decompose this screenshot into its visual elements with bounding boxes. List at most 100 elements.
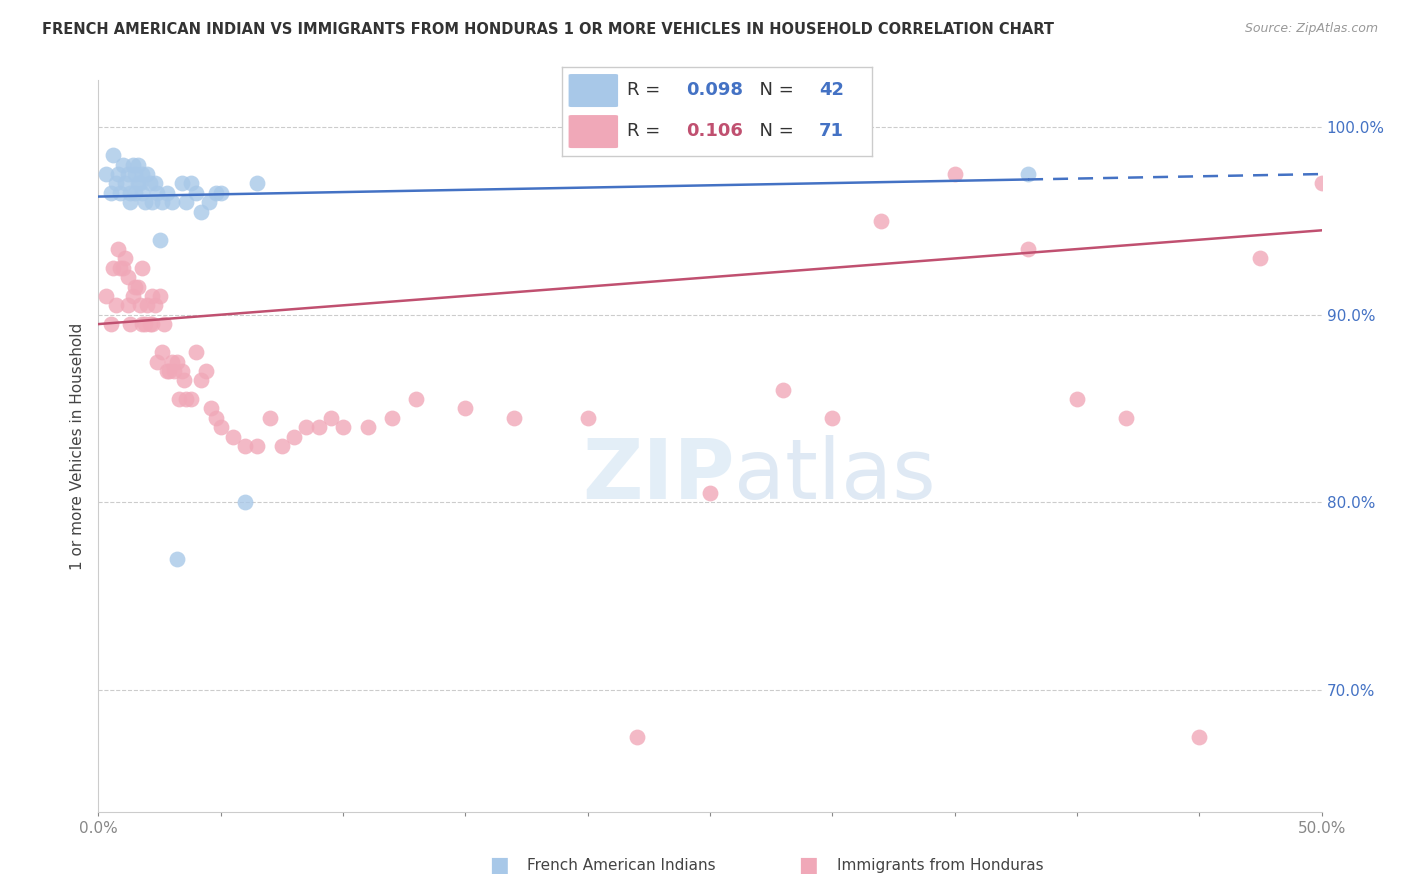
Point [200, 401, 222, 416]
Point [259, 410, 281, 425]
Point [163, 364, 186, 378]
Point [246, 439, 269, 453]
Point [454, 401, 477, 416]
FancyBboxPatch shape [568, 115, 619, 148]
Point [149, 233, 172, 247]
Point [150, 195, 173, 210]
Point [870, 214, 893, 228]
Point [131, 260, 153, 275]
Point [270, 439, 294, 453]
Point [943, 167, 966, 181]
Point [117, 270, 139, 285]
Point [136, 298, 159, 312]
Point [173, 373, 195, 387]
Point [124, 279, 146, 293]
Point [120, 186, 142, 200]
Point [101, 148, 124, 162]
Point [141, 195, 163, 210]
Point [156, 186, 179, 200]
Point [1310, 177, 1333, 191]
Point [233, 439, 256, 453]
Text: atlas: atlas [734, 434, 936, 516]
Point [146, 186, 169, 200]
Text: ■: ■ [799, 855, 818, 875]
Text: French American Indians: French American Indians [527, 858, 716, 872]
Point [131, 186, 153, 200]
Point [1249, 252, 1271, 266]
Point [772, 139, 794, 153]
Point [117, 298, 139, 312]
Text: FRENCH AMERICAN INDIAN VS IMMIGRANTS FROM HONDURAS 1 OR MORE VEHICLES IN HOUSEHO: FRENCH AMERICAN INDIAN VS IMMIGRANTS FRO… [42, 22, 1054, 37]
Point [94, 289, 117, 303]
Point [356, 420, 378, 434]
Point [127, 177, 149, 191]
Point [124, 186, 146, 200]
Y-axis label: 1 or more Vehicles in Household: 1 or more Vehicles in Household [70, 322, 86, 570]
Point [156, 364, 179, 378]
Point [160, 354, 183, 368]
Point [94, 167, 117, 181]
FancyBboxPatch shape [568, 74, 619, 107]
Point [117, 167, 139, 181]
Point [176, 195, 198, 210]
Point [120, 317, 142, 331]
Point [626, 730, 648, 744]
Point [166, 551, 188, 566]
Point [150, 345, 173, 359]
Point [143, 298, 166, 312]
Point [197, 195, 219, 210]
Point [160, 195, 183, 210]
Point [283, 429, 305, 443]
Point [146, 354, 169, 368]
Point [332, 420, 354, 434]
Point [1066, 392, 1088, 406]
Point [121, 158, 143, 172]
Point [167, 392, 190, 406]
Point [127, 158, 149, 172]
Point [295, 420, 318, 434]
Point [821, 410, 844, 425]
Point [190, 204, 212, 219]
Point [170, 177, 193, 191]
Point [107, 242, 129, 256]
Point [209, 420, 232, 434]
Point [121, 289, 143, 303]
Point [111, 260, 134, 275]
Text: 0.106: 0.106 [686, 122, 742, 140]
Point [180, 177, 202, 191]
Point [157, 364, 180, 378]
Point [205, 186, 228, 200]
Point [1017, 167, 1039, 181]
Point [205, 410, 228, 425]
Text: 0.098: 0.098 [686, 81, 744, 99]
Point [222, 429, 245, 443]
Text: Immigrants from Honduras: Immigrants from Honduras [837, 858, 1043, 872]
Point [134, 195, 156, 210]
Point [124, 167, 146, 181]
Point [153, 317, 176, 331]
Point [190, 373, 212, 387]
Point [576, 410, 599, 425]
Point [101, 260, 124, 275]
Point [139, 177, 162, 191]
Point [134, 317, 156, 331]
Point [114, 177, 136, 191]
Text: R =: R = [627, 122, 666, 140]
Point [120, 195, 142, 210]
Point [209, 186, 232, 200]
Point [772, 383, 794, 397]
Point [233, 495, 256, 509]
Point [149, 289, 172, 303]
Point [503, 410, 526, 425]
Point [699, 486, 721, 500]
Point [1115, 410, 1137, 425]
Point [319, 410, 342, 425]
Point [111, 158, 134, 172]
Point [176, 392, 198, 406]
Point [107, 167, 129, 181]
Point [405, 392, 427, 406]
Point [114, 252, 136, 266]
Point [131, 317, 153, 331]
Text: N =: N = [748, 81, 800, 99]
Point [129, 177, 152, 191]
